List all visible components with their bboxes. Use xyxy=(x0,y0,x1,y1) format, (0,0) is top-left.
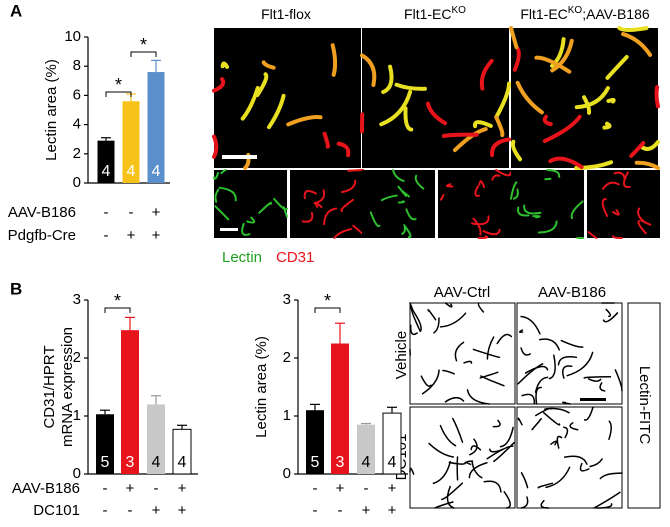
sig-label: * xyxy=(115,75,122,95)
vessel xyxy=(348,170,363,171)
row-name: AAV-B186 xyxy=(8,204,76,221)
image-panel xyxy=(438,170,511,238)
n-label: 5 xyxy=(101,454,110,471)
vessel xyxy=(656,87,658,106)
vessel xyxy=(333,45,335,75)
row-sign: + xyxy=(178,480,187,497)
title-part: Flt1-EC xyxy=(520,6,567,22)
y-tick-label: 0 xyxy=(73,174,81,191)
row-sign: - xyxy=(128,502,133,519)
title-sup: KO xyxy=(568,5,583,16)
bar xyxy=(121,330,139,474)
row-label: Vehicle xyxy=(393,331,410,379)
y-tick-label: 1 xyxy=(283,407,291,424)
n-label: 4 xyxy=(127,163,136,180)
scale-bar xyxy=(580,398,606,401)
title-part: Flt1-EC xyxy=(404,6,451,22)
row-sign: - xyxy=(103,502,108,519)
panel-label: B xyxy=(10,279,22,298)
y-axis-label: Lectin area (%) xyxy=(253,336,270,438)
n-label: 3 xyxy=(336,454,345,471)
row-sign: - xyxy=(313,502,318,519)
column-label: AAV-B186 xyxy=(538,284,606,301)
y-axis-label: mRNA expression xyxy=(59,327,76,447)
y-tick-label: 3 xyxy=(73,291,81,308)
row-sign: + xyxy=(362,502,371,519)
image-panel xyxy=(362,170,435,238)
sig-label: * xyxy=(114,291,121,311)
vessel xyxy=(223,64,227,67)
row-sign: - xyxy=(364,480,369,497)
y-axis-label: CD31/HPRT xyxy=(41,345,58,428)
row-sign: + xyxy=(336,480,345,497)
y-axis-label: Lectin area (%) xyxy=(43,59,60,161)
row-sign: + xyxy=(178,502,187,519)
sig-label: * xyxy=(324,291,331,311)
image-panel xyxy=(517,407,622,508)
n-label: 4 xyxy=(152,454,161,471)
image-title: Flt1-ECKO xyxy=(404,5,466,22)
channel-label: CD31 xyxy=(276,249,314,266)
scale-bar xyxy=(220,228,238,231)
y-tick-label: 2 xyxy=(283,349,291,366)
row-sign: + xyxy=(152,502,161,519)
n-label: 4 xyxy=(152,163,161,180)
image-panel xyxy=(410,303,515,404)
n-label: 4 xyxy=(362,454,371,471)
row-sign: - xyxy=(154,480,159,497)
vessel xyxy=(214,137,216,157)
image-panel xyxy=(214,28,361,168)
row-sign: + xyxy=(152,227,161,244)
n-label: 4 xyxy=(388,454,397,471)
vessel xyxy=(545,179,550,180)
row-sign: - xyxy=(313,480,318,497)
stain-label: Lectin-FITC xyxy=(636,366,653,445)
y-tick-label: 8 xyxy=(73,57,81,74)
image-panel xyxy=(290,170,363,238)
row-sign: + xyxy=(388,480,397,497)
vessel xyxy=(444,135,477,136)
vessel xyxy=(604,124,609,128)
y-tick-label: 0 xyxy=(283,465,291,482)
title-sup: KO xyxy=(452,5,467,16)
row-name: Pdgfb-Cre xyxy=(8,227,76,244)
row-sign: + xyxy=(152,204,161,221)
image-panel xyxy=(511,170,584,238)
row-sign: - xyxy=(104,227,109,244)
y-tick-label: 4 xyxy=(73,116,81,133)
sig-label: * xyxy=(140,35,147,55)
row-sign: + xyxy=(126,480,135,497)
image-panel xyxy=(214,170,287,238)
n-label: 5 xyxy=(311,454,320,471)
image-title: Flt1-ECKO;AAV-B186 xyxy=(520,5,650,22)
y-tick-label: 2 xyxy=(73,145,81,162)
row-sign: + xyxy=(127,227,136,244)
row-name: DC101 xyxy=(33,502,80,519)
y-tick-label: 6 xyxy=(73,86,81,103)
row-name: AAV-B186 xyxy=(12,480,80,497)
scale-bar xyxy=(222,155,257,159)
y-tick-label: 10 xyxy=(64,28,81,45)
vessel xyxy=(608,100,613,102)
row-sign: - xyxy=(104,204,109,221)
image-panel xyxy=(517,303,622,404)
row-sign: - xyxy=(129,204,134,221)
image-title: Flt1-flox xyxy=(261,6,311,22)
row-sign: - xyxy=(338,502,343,519)
title-part: ;AAV-B186 xyxy=(582,6,650,22)
vessel xyxy=(619,28,646,30)
microscopy xyxy=(214,28,660,508)
image-panel xyxy=(362,28,509,168)
row-sign: + xyxy=(388,502,397,519)
title-part: Flt1-flox xyxy=(261,6,311,22)
channel-label: Lectin xyxy=(222,249,262,266)
n-label: 4 xyxy=(102,163,111,180)
n-label: 4 xyxy=(178,454,187,471)
y-tick-label: 3 xyxy=(283,291,291,308)
column-label: AAV-Ctrl xyxy=(434,284,490,301)
row-sign: - xyxy=(103,480,108,497)
n-label: 3 xyxy=(126,454,135,471)
panel-label: A xyxy=(10,1,22,20)
